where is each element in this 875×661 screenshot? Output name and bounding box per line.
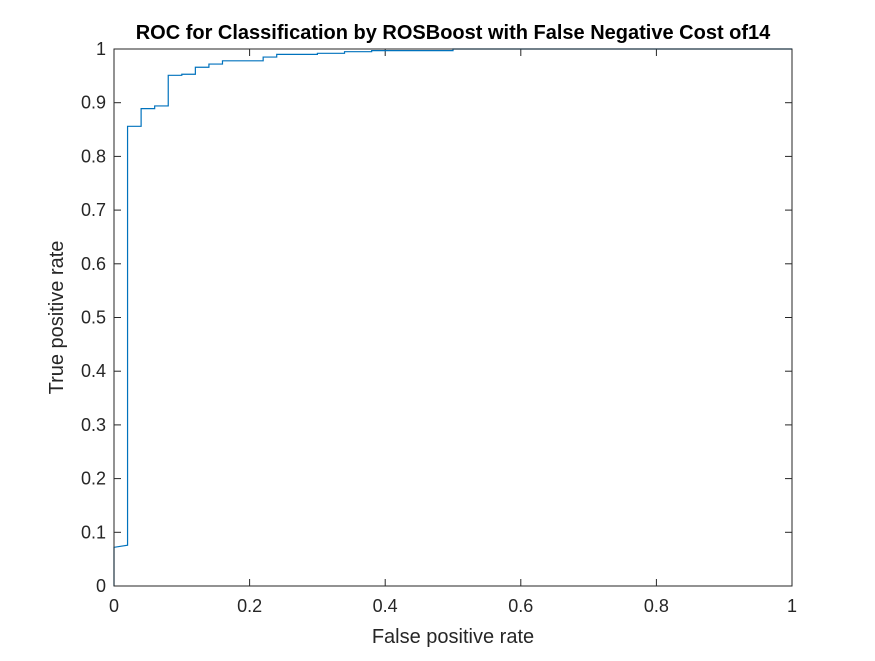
y-tick-label: 0.7: [81, 200, 106, 220]
x-tick-label: 1: [787, 596, 797, 616]
y-tick-label: 1: [96, 39, 106, 59]
y-tick-label: 0.5: [81, 308, 106, 328]
y-tick-label: 0.3: [81, 415, 106, 435]
x-tick-label: 0.6: [508, 596, 533, 616]
x-axis-label: False positive rate: [372, 626, 534, 648]
x-tick-label: 0.2: [237, 596, 262, 616]
x-tick-label: 0.8: [644, 596, 669, 616]
tick-labels-layer: 0 0.2 0.4 0.6 0.8 1 0 0.1 0.2 0.3 0.4 0.5 0.6 0.7 0.8 0…: [81, 39, 797, 616]
plot-area: [114, 49, 792, 586]
x-tick-label: 0: [109, 596, 119, 616]
y-tick-label: 0.6: [81, 254, 106, 274]
y-tick-label: 0.1: [81, 522, 106, 542]
y-tick-label: 0.2: [81, 469, 106, 489]
chart-title: ROC for Classification by ROSBoost with …: [136, 22, 771, 44]
roc-curve-line: [113, 48, 792, 586]
y-tick-label: 0.4: [81, 361, 106, 381]
y-tick-label: 0: [96, 576, 106, 596]
y-axis-label: True positive rate: [46, 241, 68, 395]
axes-box: [113, 48, 793, 587]
y-tick-label: 0.9: [81, 93, 106, 113]
y-tick-label: 0.8: [81, 146, 106, 166]
x-tick-label: 0.4: [373, 596, 398, 616]
